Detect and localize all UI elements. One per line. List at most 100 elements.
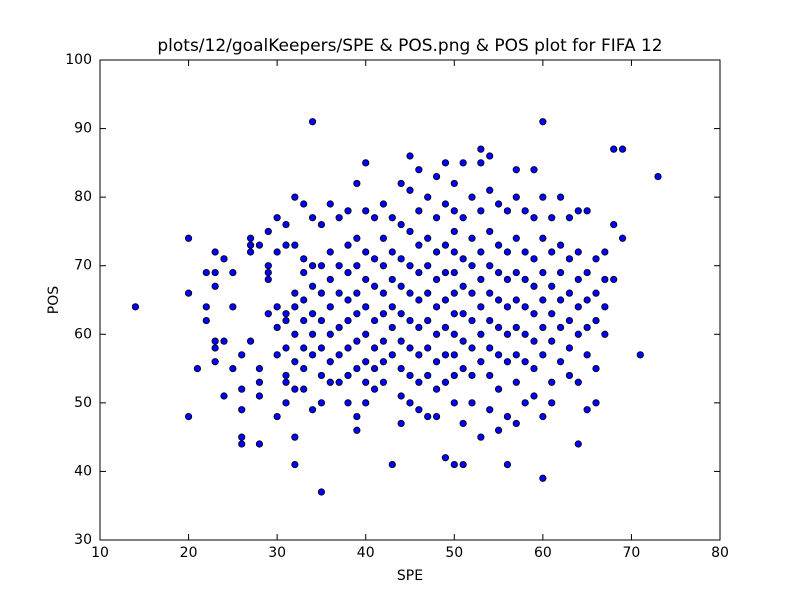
point xyxy=(548,282,556,290)
point xyxy=(282,310,290,318)
point xyxy=(468,344,476,352)
chart-title: plots/12/goalKeepers/SPE & POS.png & POS… xyxy=(157,36,662,56)
point xyxy=(229,364,237,373)
point xyxy=(406,399,414,407)
point xyxy=(326,248,334,256)
point xyxy=(202,268,210,277)
point xyxy=(300,268,308,277)
point xyxy=(592,364,600,373)
point xyxy=(450,371,458,380)
point xyxy=(370,344,379,352)
point xyxy=(273,323,281,332)
point xyxy=(521,358,529,366)
point xyxy=(468,371,476,380)
point xyxy=(556,241,565,249)
point xyxy=(530,337,538,345)
point xyxy=(415,296,423,304)
point xyxy=(459,419,467,428)
point xyxy=(353,426,361,434)
point xyxy=(486,371,494,380)
point xyxy=(300,200,308,208)
point xyxy=(556,323,565,332)
point xyxy=(574,275,582,284)
point xyxy=(238,440,246,448)
point xyxy=(539,351,547,359)
point xyxy=(459,460,467,469)
point xyxy=(592,289,600,297)
point xyxy=(335,214,343,222)
point xyxy=(530,392,538,400)
point xyxy=(397,364,405,373)
point xyxy=(246,234,255,242)
point xyxy=(300,255,308,263)
point xyxy=(503,358,512,366)
point xyxy=(477,330,485,338)
point xyxy=(512,378,520,386)
point xyxy=(282,399,290,407)
point xyxy=(556,268,565,277)
point xyxy=(521,330,529,338)
y-tick-label: 100 xyxy=(65,52,92,68)
point xyxy=(592,316,600,325)
point xyxy=(424,289,432,297)
point xyxy=(468,234,476,242)
point xyxy=(202,316,210,325)
point xyxy=(255,392,264,400)
x-tick-label: 20 xyxy=(180,545,198,561)
point xyxy=(583,323,591,332)
point xyxy=(494,385,503,393)
point xyxy=(344,268,352,277)
point xyxy=(556,358,565,366)
point xyxy=(512,268,520,277)
point xyxy=(548,378,556,386)
point xyxy=(601,330,609,338)
point xyxy=(335,262,343,270)
point xyxy=(565,371,574,380)
point xyxy=(592,399,600,407)
point xyxy=(424,193,432,201)
point xyxy=(379,337,388,345)
point xyxy=(184,412,193,421)
point xyxy=(202,303,210,311)
point xyxy=(459,159,467,167)
point xyxy=(486,152,494,160)
point xyxy=(193,364,202,373)
point xyxy=(335,323,343,332)
point xyxy=(432,214,441,222)
point xyxy=(477,145,485,153)
point xyxy=(353,234,361,242)
point xyxy=(441,200,450,208)
point xyxy=(574,303,582,311)
point xyxy=(291,385,299,393)
point xyxy=(211,268,219,277)
point xyxy=(494,268,503,277)
point xyxy=(459,310,467,318)
point xyxy=(362,248,370,256)
point xyxy=(415,268,423,277)
point xyxy=(530,364,538,373)
point xyxy=(379,310,388,318)
point xyxy=(300,316,308,325)
point xyxy=(521,399,529,407)
point xyxy=(362,275,370,284)
point xyxy=(512,419,520,428)
point xyxy=(565,289,574,297)
point xyxy=(494,241,503,249)
point xyxy=(362,303,370,311)
y-tick-label: 50 xyxy=(74,395,92,411)
point xyxy=(601,248,609,256)
point xyxy=(291,303,299,311)
point xyxy=(317,316,326,325)
point xyxy=(512,296,520,304)
point xyxy=(468,399,476,407)
point xyxy=(406,262,414,270)
point xyxy=(494,426,503,434)
point xyxy=(494,351,503,359)
point xyxy=(317,371,326,380)
x-axis-label: SPE xyxy=(397,568,423,584)
point xyxy=(539,268,547,277)
point xyxy=(512,323,520,332)
point xyxy=(273,303,281,311)
point xyxy=(548,337,556,345)
point xyxy=(432,385,441,393)
